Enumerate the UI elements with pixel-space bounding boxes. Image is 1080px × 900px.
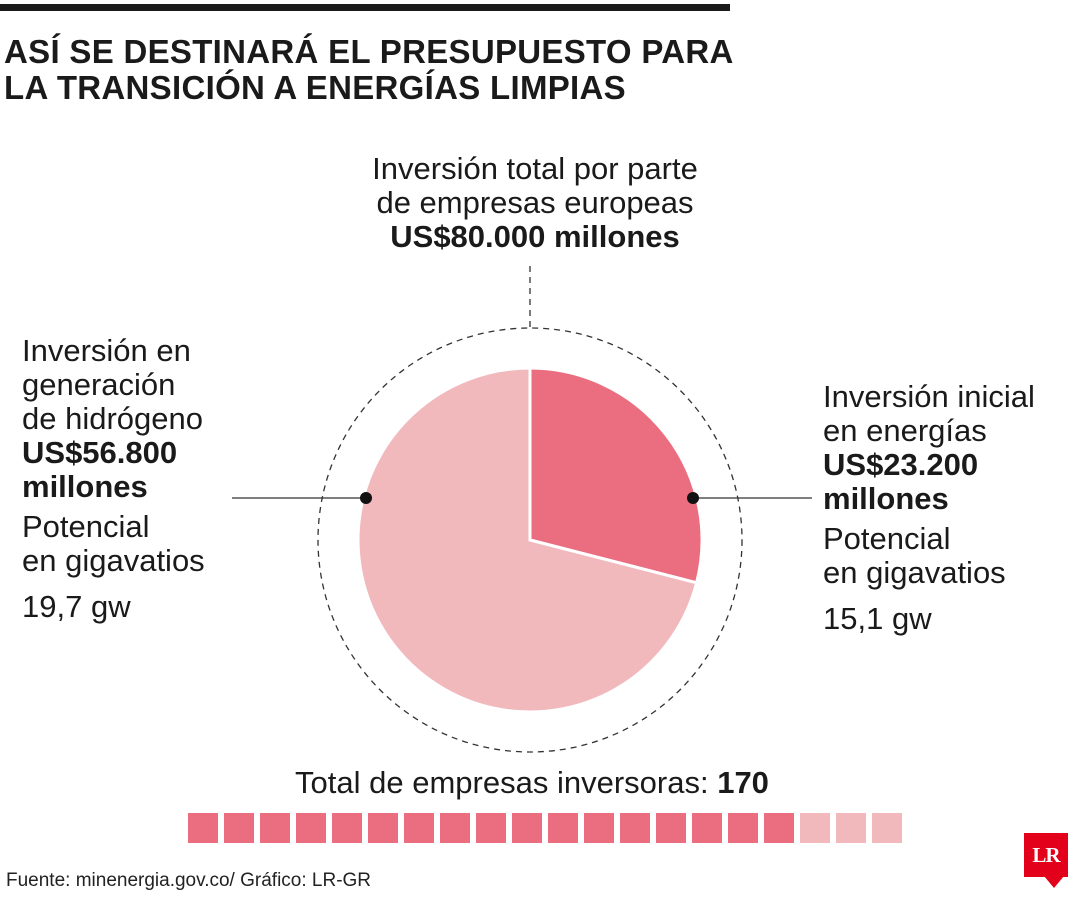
total-ring bbox=[317, 327, 743, 753]
company-block-filled bbox=[260, 813, 290, 843]
company-block-filled bbox=[656, 813, 686, 843]
companies-label: Total de empresas inversoras: bbox=[295, 765, 709, 800]
total-text-line-2: de empresas europeas bbox=[376, 185, 694, 220]
energy-potential-line-1: Potencial bbox=[823, 521, 951, 556]
chart-title: ASÍ SE DESTINARÁ EL PRESUPUESTO PARA LA … bbox=[4, 34, 764, 106]
company-block-empty bbox=[836, 813, 866, 843]
total-investment-label: Inversión total por parte de empresas eu… bbox=[300, 152, 770, 254]
company-block-filled bbox=[548, 813, 578, 843]
energy-investment-label: Inversión inicial en energías US$23.200 … bbox=[823, 380, 1078, 636]
top-rule bbox=[0, 4, 730, 11]
company-block-filled bbox=[476, 813, 506, 843]
hydrogen-text-line-2: generación bbox=[22, 367, 176, 402]
company-block-filled bbox=[512, 813, 542, 843]
total-amount: US$80.000 millones bbox=[390, 219, 680, 254]
energy-gigawatts: 15,1 gw bbox=[823, 601, 932, 636]
hydrogen-leader-dot bbox=[360, 492, 372, 504]
company-block-filled bbox=[764, 813, 794, 843]
company-block-filled bbox=[728, 813, 758, 843]
hydrogen-investment-label: Inversión en generación de hidrógeno US$… bbox=[22, 334, 322, 624]
company-block-filled bbox=[332, 813, 362, 843]
pie-slice-hydrogen bbox=[356, 366, 699, 714]
company-block-filled bbox=[296, 813, 326, 843]
energy-amount-line-1: US$23.200 bbox=[823, 447, 979, 482]
company-block-filled bbox=[404, 813, 434, 843]
hydrogen-text-line-1: Inversión en bbox=[22, 333, 191, 368]
companies-count: 170 bbox=[717, 765, 769, 800]
title-line-2: LA TRANSICIÓN A ENERGÍAS LIMPIAS bbox=[4, 69, 626, 106]
lr-logo: LR bbox=[1024, 833, 1068, 877]
company-block-filled bbox=[440, 813, 470, 843]
energy-amount-line-2: millones bbox=[823, 481, 949, 516]
company-block-filled bbox=[584, 813, 614, 843]
energy-text-line-1: Inversión inicial bbox=[823, 379, 1035, 414]
companies-blocks bbox=[188, 813, 902, 843]
hydrogen-amount-line-1: US$56.800 bbox=[22, 435, 178, 470]
lr-logo-tail bbox=[1044, 876, 1064, 888]
hydrogen-gigawatts: 19,7 gw bbox=[22, 589, 131, 624]
company-block-empty bbox=[800, 813, 830, 843]
total-text-line-1: Inversión total por parte bbox=[372, 151, 698, 186]
company-block-filled bbox=[620, 813, 650, 843]
company-block-filled bbox=[188, 813, 218, 843]
hydrogen-potential-line-2: en gigavatios bbox=[22, 543, 205, 578]
companies-total: Total de empresas inversoras: 170 bbox=[0, 765, 1064, 801]
company-block-empty bbox=[872, 813, 902, 843]
company-block-filled bbox=[224, 813, 254, 843]
hydrogen-potential-line-1: Potencial bbox=[22, 509, 150, 544]
energy-leader-dot bbox=[687, 492, 699, 504]
energy-text-line-2: en energías bbox=[823, 413, 987, 448]
energy-potential-line-2: en gigavatios bbox=[823, 555, 1006, 590]
source-credit: Fuente: minenergia.gov.co/ Gráfico: LR-G… bbox=[6, 870, 372, 891]
hydrogen-text-line-3: de hidrógeno bbox=[22, 401, 203, 436]
pie-slice-energy bbox=[528, 366, 704, 585]
title-line-1: ASÍ SE DESTINARÁ EL PRESUPUESTO PARA bbox=[4, 33, 734, 70]
company-block-filled bbox=[692, 813, 722, 843]
company-block-filled bbox=[368, 813, 398, 843]
hydrogen-amount-line-2: millones bbox=[22, 469, 148, 504]
